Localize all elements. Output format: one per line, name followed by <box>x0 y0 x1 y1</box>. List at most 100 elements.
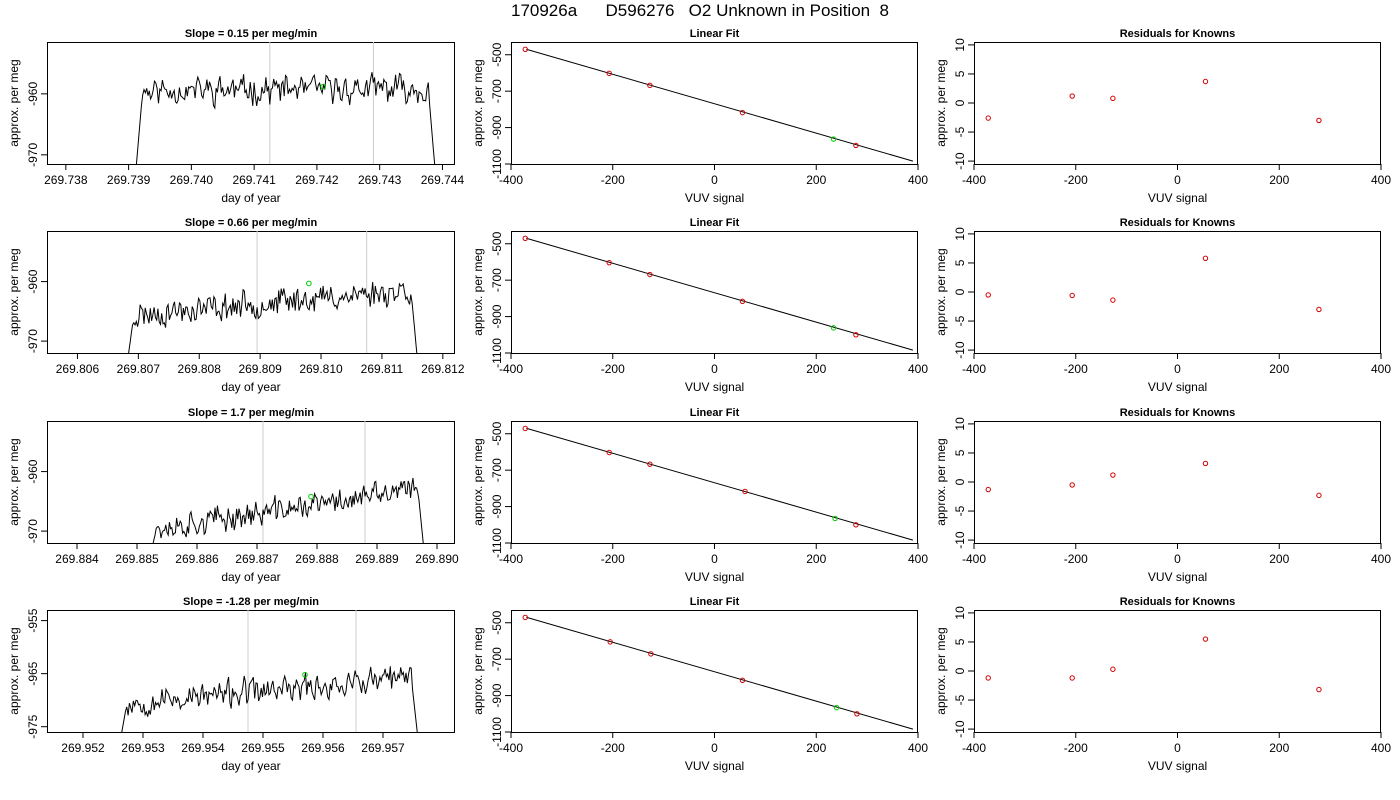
y-tick-label: -970 <box>26 519 40 543</box>
fit-line <box>526 427 914 541</box>
x-axis-label: day of year <box>221 191 280 205</box>
x-tick-label: -200 <box>601 552 625 566</box>
y-tick-label: 0 <box>953 99 967 106</box>
x-tick-label: 269.952 <box>61 741 105 755</box>
chart-panel-trace-2: Slope = 0.66 per meg/min 269.806 269.807 26… <box>7 217 465 394</box>
x-tick-label: -400 <box>499 173 523 187</box>
x-tick-label: 269.812 <box>421 362 465 376</box>
chart-panel-residuals-1: Residuals for Knowns -400 -200 0 200 400 10 5 0 -… <box>934 28 1391 205</box>
y-axis-label: approx. per meg <box>471 438 485 525</box>
x-tick-label: 269.742 <box>295 173 339 187</box>
x-tick-label: -200 <box>601 741 625 755</box>
plot-area <box>135 42 436 164</box>
y-tick-label: -5 <box>953 315 967 326</box>
residual-point <box>1316 306 1322 313</box>
residual-point <box>1202 255 1209 262</box>
fit-line <box>526 616 914 730</box>
plot-frame <box>974 610 1381 733</box>
x-tick-label: -400 <box>962 173 986 187</box>
residual-point <box>1069 93 1075 99</box>
x-tick-label: 269.741 <box>232 173 276 187</box>
known-point <box>522 614 528 621</box>
x-tick-label: 269.956 <box>301 741 345 755</box>
y-tick-label: -960 <box>26 459 40 483</box>
residual-point <box>1316 686 1322 693</box>
y-axis-label: approx. per meg <box>7 627 21 714</box>
x-tick-label: 269.887 <box>235 552 279 566</box>
y-tick-label: -5 <box>953 694 967 705</box>
data-series-trace <box>128 281 418 353</box>
residual-point <box>1110 472 1116 478</box>
x-axis-label: day of year <box>221 380 280 394</box>
residual-point <box>985 675 991 681</box>
fit-line <box>526 48 914 162</box>
x-tick-label: 400 <box>908 741 928 755</box>
known-point <box>742 488 748 495</box>
chart-title: Slope = 0.66 per meg/min <box>185 217 318 229</box>
x-tick-label: 269.810 <box>299 362 343 376</box>
x-tick-label: -400 <box>499 741 523 755</box>
residual-point <box>1110 666 1116 672</box>
chart-title: Slope = 0.15 per meg/min <box>185 28 318 40</box>
x-tick-label: -400 <box>962 362 986 376</box>
known-point <box>739 677 746 683</box>
y-tick-label: -970 <box>26 143 40 167</box>
x-tick-label: 269.743 <box>358 173 402 187</box>
y-tick-label: -10 <box>953 152 967 170</box>
plot-frame <box>47 231 455 354</box>
residual-point <box>1316 492 1322 499</box>
chart-title: Linear Fit <box>690 407 740 419</box>
plot-area <box>985 78 1322 124</box>
residual-point <box>1316 117 1322 124</box>
x-axis-label: VUV signal <box>1148 380 1207 394</box>
x-tick-label: 400 <box>1371 552 1391 566</box>
x-tick-label: 200 <box>1269 173 1289 187</box>
known-point <box>648 651 654 657</box>
y-tick-label: -1100 <box>490 338 504 368</box>
chart-title: Linear Fit <box>690 28 740 40</box>
y-tick-label: -500 <box>490 421 504 445</box>
x-tick-label: 400 <box>908 552 928 566</box>
y-axis-label: approx. per meg <box>7 248 21 335</box>
x-tick-label: 400 <box>908 362 928 376</box>
y-tick-label: 10 <box>953 606 967 620</box>
chart-panel-residuals-3: Residuals for Knowns -400 -200 0 200 400 10 5 0 -… <box>934 407 1391 584</box>
plot-area <box>522 46 914 162</box>
data-series-trace <box>152 477 424 543</box>
known-point <box>607 639 613 645</box>
plot-frame <box>47 421 455 544</box>
y-tick-label: -965 <box>26 661 40 685</box>
known-point <box>853 522 859 528</box>
y-axis-label: approx. per meg <box>471 248 485 335</box>
x-tick-label: 269.957 <box>361 741 405 755</box>
x-tick-label: -200 <box>1064 741 1088 755</box>
y-axis-label: approx. per meg <box>7 59 21 146</box>
plot-area <box>522 235 914 351</box>
chart-panel-fit-2: Linear Fit -400 -200 0 200 400 -500 -700 -900 -11… <box>471 217 928 394</box>
chart-title: Residuals for Knowns <box>1120 407 1236 419</box>
x-tick-label: 269.807 <box>117 362 161 376</box>
x-tick-label: -200 <box>601 362 625 376</box>
x-tick-label: 269.811 <box>361 362 404 376</box>
plot-area <box>152 421 424 543</box>
y-tick-label: -900 <box>490 304 504 328</box>
y-axis-label: approx. per meg <box>934 248 948 335</box>
y-tick-label: -700 <box>490 647 504 671</box>
y-tick-label: -975 <box>26 714 40 738</box>
x-tick-label: 0 <box>711 173 718 187</box>
y-tick-label: -970 <box>26 329 40 353</box>
plot-area <box>522 425 914 541</box>
y-tick-label: -960 <box>26 269 40 293</box>
residual-point <box>985 115 991 121</box>
y-tick-label: -10 <box>953 341 967 359</box>
x-tick-label: -400 <box>499 552 523 566</box>
known-point <box>647 271 653 278</box>
known-point <box>853 142 859 149</box>
x-tick-label: 0 <box>1174 173 1181 187</box>
y-tick-label: 10 <box>953 38 967 52</box>
plot-frame <box>47 42 455 165</box>
x-axis-label: day of year <box>221 759 280 773</box>
y-tick-label: 5 <box>953 259 967 266</box>
known-point <box>854 711 860 717</box>
chart-title: Slope = 1.7 per meg/min <box>188 407 315 419</box>
